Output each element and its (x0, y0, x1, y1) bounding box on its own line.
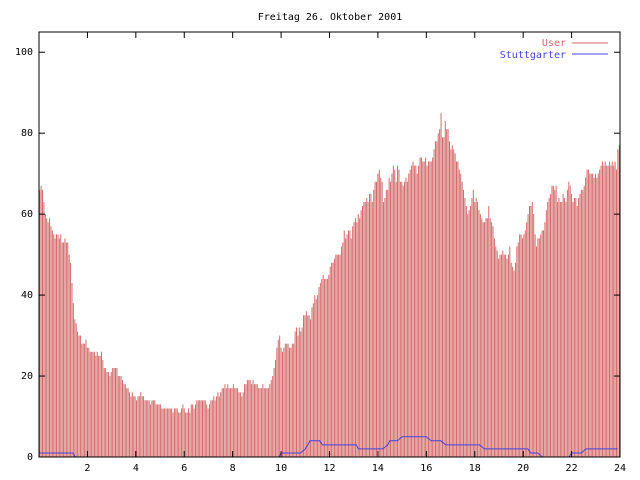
x-tick-label: 24 (614, 463, 626, 474)
user-series (39, 112, 620, 457)
chart-title: Freitag 26. Oktober 2001 (258, 12, 403, 23)
x-tick-label: 10 (275, 463, 287, 474)
x-axis: 2 4 6 8 10 12 14 16 18 20 22 24 (84, 32, 626, 474)
x-tick-label: 8 (230, 463, 236, 474)
x-tick-label: 16 (420, 463, 432, 474)
stuttgarter-series-line (39, 436, 618, 458)
y-tick-label: 20 (21, 371, 33, 382)
legend-label-user: User (542, 38, 566, 49)
x-tick-label: 22 (566, 463, 578, 474)
x-tick-label: 12 (323, 463, 335, 474)
x-tick-label: 4 (133, 463, 139, 474)
x-tick-label: 6 (181, 463, 187, 474)
y-tick-label: 80 (21, 128, 33, 139)
x-tick-label: 14 (372, 463, 384, 474)
x-tick-label: 2 (84, 463, 90, 474)
y-tick-label: 0 (27, 452, 33, 463)
y-tick-label: 60 (21, 209, 33, 220)
y-tick-label: 40 (21, 290, 33, 301)
y-tick-label: 100 (15, 47, 33, 58)
legend: User Stuttgarter (500, 38, 608, 61)
x-tick-label: 18 (469, 463, 481, 474)
legend-label-stuttgarter: Stuttgarter (500, 50, 566, 61)
x-tick-label: 20 (517, 463, 529, 474)
y-axis: 0 20 40 60 80 100 (15, 47, 620, 463)
